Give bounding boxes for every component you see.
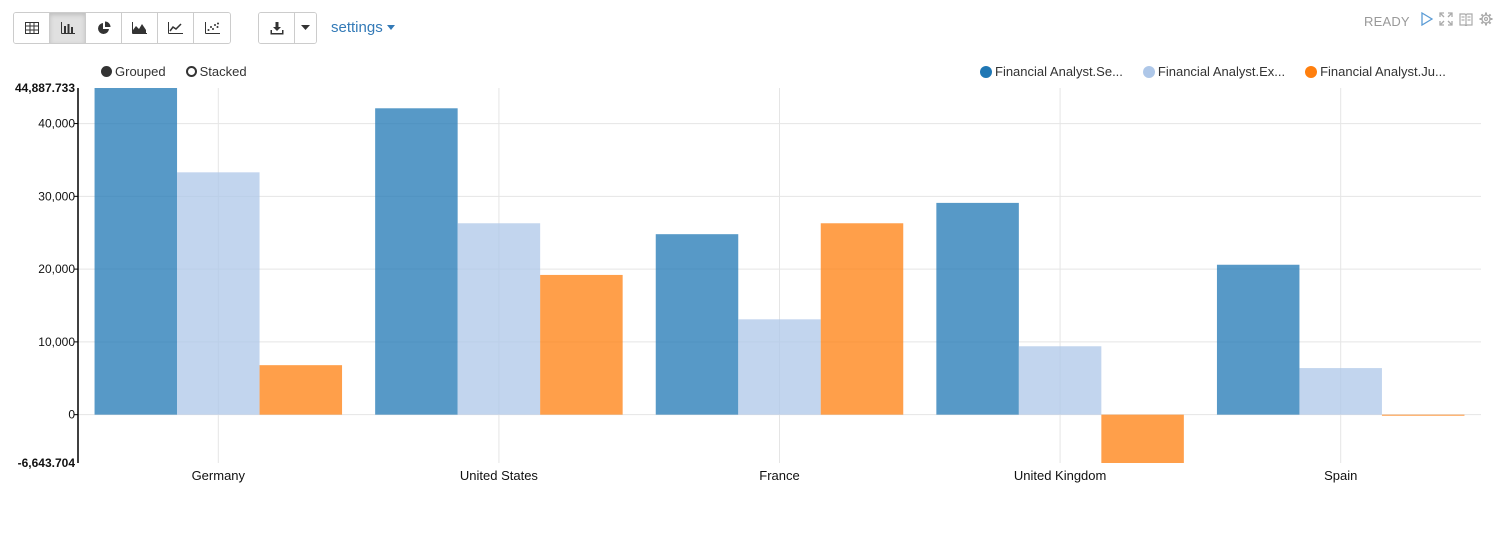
settings-gear-button[interactable] — [1479, 12, 1493, 26]
pie-chart-icon — [97, 21, 110, 34]
bar — [457, 223, 541, 415]
settings-label: settings — [331, 19, 383, 36]
stacked-radio-dot — [185, 66, 197, 77]
download-button-group — [258, 12, 317, 44]
x-category-label: United Kingdom — [1014, 468, 1107, 483]
y-tick-label: 40,000 — [38, 117, 75, 131]
legend-item-series-2[interactable]: Financial Analyst.Ex... — [1142, 64, 1286, 79]
bar-chart-icon — [60, 22, 75, 34]
bar — [936, 202, 1019, 415]
line-chart-icon — [168, 22, 183, 34]
bar — [177, 172, 260, 415]
x-category-label: Spain — [1324, 468, 1357, 483]
legend-dot — [1305, 65, 1318, 78]
bar — [1299, 368, 1382, 415]
bar — [1381, 414, 1465, 416]
legend-label: Financial Analyst.Ju... — [1320, 64, 1446, 79]
table-icon — [24, 22, 39, 34]
play-icon — [1421, 12, 1433, 26]
grouped-radio-dot — [101, 66, 112, 77]
scatter-chart-button[interactable] — [194, 13, 230, 43]
x-category-label: France — [759, 468, 799, 483]
book-icon — [1459, 12, 1473, 26]
play-button[interactable] — [1421, 12, 1433, 26]
download-button[interactable] — [259, 13, 295, 43]
legend-label: Financial Analyst.Se... — [995, 64, 1123, 79]
pie-chart-button[interactable] — [86, 13, 122, 43]
status-text: READY — [1364, 14, 1410, 29]
table-view-button[interactable] — [14, 13, 50, 43]
bar — [1101, 414, 1184, 463]
paragraph-controls — [1421, 12, 1493, 26]
bar — [738, 319, 821, 415]
legend-item-series-3[interactable]: Financial Analyst.Ju... — [1305, 64, 1446, 79]
book-button[interactable] — [1459, 12, 1473, 26]
stacked-label: Stacked — [199, 64, 247, 79]
bar — [1216, 264, 1300, 415]
legend-dot — [1142, 65, 1155, 78]
chart-legend: Financial Analyst.Se... Financial Analys… — [980, 64, 1446, 79]
y-max-label: 44,887.733 — [15, 81, 75, 95]
chevron-down-icon — [301, 25, 310, 30]
x-category-label: United States — [460, 468, 539, 483]
area-chart-icon — [132, 22, 147, 34]
y-tick-label: 20,000 — [38, 262, 75, 276]
bar — [375, 108, 458, 415]
legend-dot — [980, 65, 992, 78]
view-button-group — [13, 12, 231, 44]
bar — [1018, 346, 1102, 415]
grouped-label: Grouped — [115, 64, 166, 79]
chart-type-toolbar — [13, 12, 231, 44]
area-chart-button[interactable] — [122, 13, 158, 43]
scatter-chart-icon — [204, 22, 220, 34]
bar — [259, 365, 343, 415]
gear-icon — [1479, 12, 1493, 26]
bar — [540, 274, 623, 415]
grouped-radio[interactable]: Grouped — [101, 64, 166, 79]
bar — [820, 223, 904, 415]
legend-label: Financial Analyst.Ex... — [1157, 64, 1286, 79]
settings-dropdown[interactable]: settings — [331, 19, 395, 36]
y-tick-label: 0 — [68, 408, 75, 422]
y-tick-label: 30,000 — [38, 189, 75, 203]
chart-mode-controls: Grouped Stacked — [101, 64, 247, 79]
y-tick-label: 10,000 — [38, 335, 75, 349]
legend-item-series-1[interactable]: Financial Analyst.Se... — [980, 64, 1123, 79]
y-min-label: -6,643.704 — [18, 456, 76, 470]
line-chart-button[interactable] — [158, 13, 194, 43]
bar-chart-button[interactable] — [50, 13, 86, 43]
bar — [94, 88, 178, 415]
download-dropdown-button[interactable] — [295, 13, 316, 43]
caret-down-icon — [386, 25, 395, 30]
stacked-radio[interactable]: Stacked — [185, 64, 247, 79]
x-category-label: Germany — [192, 468, 246, 483]
expand-button[interactable] — [1439, 12, 1453, 26]
download-icon — [270, 21, 283, 34]
bar — [655, 234, 739, 415]
expand-icon — [1439, 12, 1453, 26]
